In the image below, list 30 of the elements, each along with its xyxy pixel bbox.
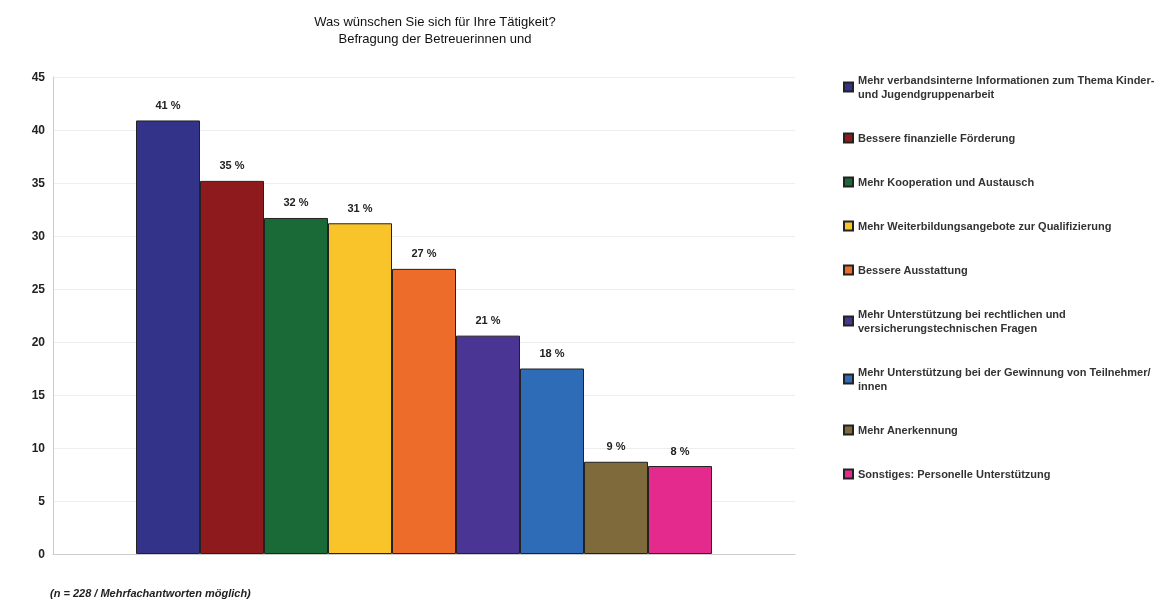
legend-label: Mehr Unterstützung bei der Gewinnung von Teilnehmer/innen [858, 366, 1151, 392]
legend-label: Bessere Ausstattung [858, 264, 968, 276]
chart-title: Was wünschen Sie sich für Ihre Tätigkeit? Befragung der Betreuerinnen und [314, 14, 556, 46]
y-tick-label: 35 [31, 176, 46, 190]
data-label: 35 % [219, 159, 245, 172]
legend-label: Mehr verbandsinterne Informationen zum Thema Kinder- und Jugendgruppenarbeit [858, 74, 1158, 100]
y-tick-label: 0 [38, 547, 46, 561]
data-label: 31 % [347, 201, 373, 214]
legend-label: Mehr Weiterbildungsangebote zur Qualifizierung [858, 220, 1112, 232]
data-label: 32 % [283, 196, 309, 209]
data-label: 9 % [606, 440, 626, 453]
y-tick-label: 30 [31, 229, 46, 243]
legend-label: Sonstiges: Personelle Unterstützung [858, 468, 1051, 480]
text: (n = 228 / Mehrfachantworten möglich) [50, 586, 252, 599]
y-tick-label: 10 [31, 441, 46, 455]
legend-label: Mehr Unterstützung bei rechtlichen und versicherungstechnischen Fragen [858, 308, 1069, 334]
y-tick-label: 20 [31, 335, 46, 349]
data-label: 21 % [475, 314, 501, 327]
y-tick-label: 5 [38, 494, 46, 508]
legend-label: Bessere finanzielle Förderung [858, 132, 1016, 144]
data-label: 27 % [411, 247, 437, 260]
y-tick-label: 15 [31, 388, 46, 402]
y-tick-label: 40 [31, 123, 46, 137]
y-tick-label: 45 [31, 70, 46, 84]
data-label: 41 % [155, 98, 181, 111]
data-label: 18 % [539, 347, 565, 359]
legend-label: Mehr Anerkennung [858, 424, 958, 436]
y-tick-label: 25 [31, 282, 46, 296]
legend-label: Mehr Kooperation und Austausch [858, 176, 1035, 188]
data-label: 8 % [670, 444, 690, 457]
